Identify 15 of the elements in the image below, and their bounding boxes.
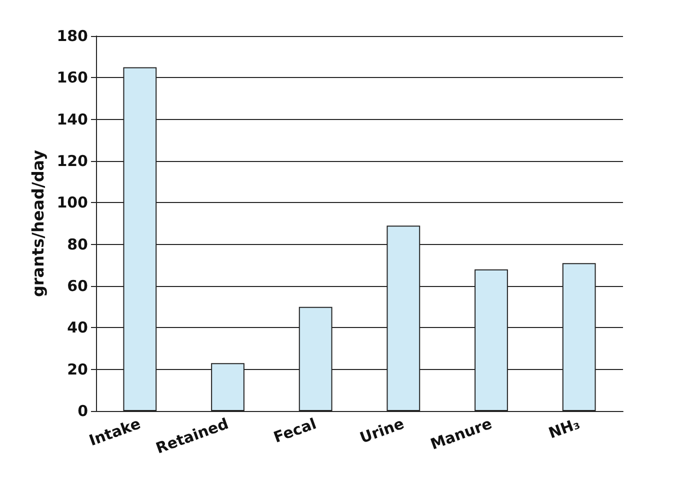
- y-tick-label: 100: [56, 194, 88, 212]
- y-tick-label: 20: [67, 360, 88, 378]
- x-tick-label: NH₃: [546, 414, 582, 442]
- x-tick-label: Intake: [86, 414, 143, 450]
- x-tick-label: Fecal: [271, 414, 319, 446]
- y-tick-label: 120: [56, 152, 88, 170]
- y-tick-label: 80: [67, 235, 88, 254]
- y-tick-label: 160: [56, 68, 88, 87]
- y-tick-label: 0: [78, 402, 88, 420]
- x-tick-label: Urine: [358, 414, 406, 448]
- y-tick-label: 140: [56, 110, 88, 128]
- y-tick-label: 40: [67, 318, 88, 337]
- y-tick-label: 60: [67, 277, 88, 295]
- y-tick-label: 180: [56, 27, 88, 45]
- y-axis-title: grants/head/day: [28, 149, 48, 298]
